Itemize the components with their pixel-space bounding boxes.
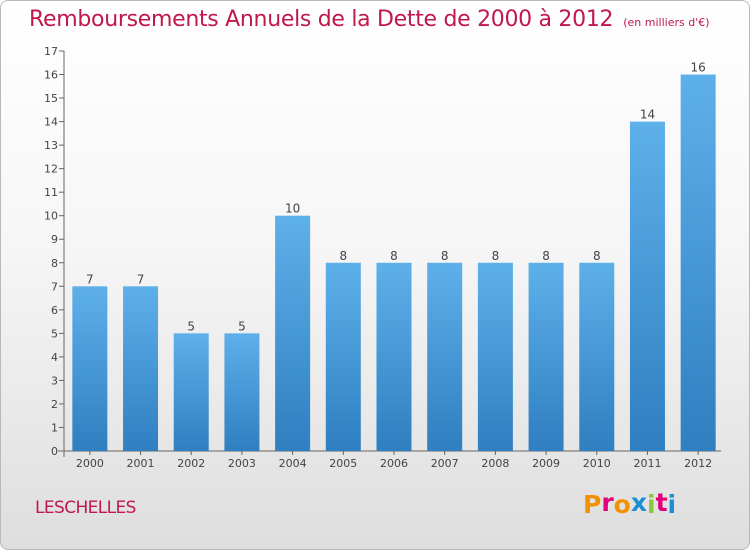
y-tick-label: 15 (44, 92, 58, 105)
y-tick-label: 2 (51, 398, 58, 411)
x-axis-ticks: 2000 2001 2002 2003 2004 2005 2006 2007 2008 2009… (76, 451, 712, 470)
bar-value-label: 8 (441, 249, 449, 263)
bar-value-label: 5 (238, 319, 246, 333)
y-tick-label: 1 (51, 421, 58, 434)
bar (629, 121, 665, 452)
bar-value-label: 10 (285, 202, 300, 216)
bar (275, 215, 311, 451)
x-tick-label: 2001 (127, 457, 155, 470)
x-tick-label: 2012 (684, 457, 712, 470)
bar-value-label: 7 (137, 272, 145, 286)
x-tick-label: 2004 (279, 457, 307, 470)
bar-value-label: 8 (492, 249, 500, 263)
y-tick-label: 0 (51, 445, 58, 458)
y-tick-label: 10 (44, 210, 58, 223)
x-tick-label: 2005 (329, 457, 357, 470)
y-tick-label: 4 (51, 351, 58, 364)
bar (123, 286, 159, 451)
y-tick-label: 13 (44, 139, 58, 152)
bar (325, 262, 361, 451)
bar (528, 262, 564, 451)
logo-letter: i (667, 490, 677, 519)
x-tick-label: 2007 (431, 457, 459, 470)
bar (579, 262, 615, 451)
y-tick-label: 3 (51, 374, 58, 387)
y-tick-label: 12 (44, 163, 58, 176)
x-tick-label: 2006 (380, 457, 408, 470)
x-tick-label: 2011 (633, 457, 661, 470)
bar (680, 74, 716, 451)
bar (224, 333, 260, 451)
bar-value-label: 16 (691, 61, 706, 75)
bar (173, 333, 209, 451)
y-tick-label: 14 (44, 116, 58, 129)
bar-value-label: 14 (640, 108, 655, 122)
bar (477, 262, 513, 451)
bar-value-label: 8 (593, 249, 601, 263)
chart-title-text: Remboursements Annuels de la Dette de 20… (29, 7, 614, 32)
commune-name: LESCHELLES (35, 498, 136, 518)
chart-unit: (en milliers d'€) (623, 16, 710, 29)
y-tick-label: 6 (51, 304, 58, 317)
x-tick-label: 2008 (481, 457, 509, 470)
bar-value-label: 8 (339, 249, 347, 263)
bar (72, 286, 108, 451)
logo-letter: t (655, 488, 668, 517)
logo-letter: x (630, 488, 647, 517)
logo-letter: i (647, 490, 656, 519)
bar-value-label: 8 (542, 249, 550, 263)
x-tick-label: 2003 (228, 457, 256, 470)
x-tick-label: 2000 (76, 457, 104, 470)
chart-bars (72, 74, 716, 452)
x-tick-label: 2002 (177, 457, 205, 470)
y-tick-label: 8 (51, 257, 58, 270)
y-tick-label: 5 (51, 327, 58, 340)
y-tick-label: 16 (44, 69, 58, 82)
bar-value-label: 8 (390, 249, 398, 263)
bar-value-label: 5 (187, 319, 195, 333)
x-tick-label: 2010 (583, 457, 611, 470)
proxiti-logo: Proxiti (583, 488, 677, 519)
chart-data-labels: 7 7 5 5 10 8 8 8 8 8 8 14 16 (86, 61, 706, 334)
y-tick-label: 11 (44, 186, 58, 199)
logo-letter: r (601, 488, 614, 517)
y-tick-label: 7 (51, 280, 58, 293)
bar-value-label: 7 (86, 272, 94, 286)
x-tick-label: 2009 (532, 457, 560, 470)
y-tick-label: 17 (44, 45, 58, 58)
logo-letter: P (583, 490, 602, 519)
y-tick-label: 9 (51, 233, 58, 246)
bar (427, 262, 463, 451)
logo-letter: o (613, 490, 631, 519)
bar (376, 262, 412, 451)
chart-title: Remboursements Annuels de la Dette de 20… (29, 7, 710, 32)
